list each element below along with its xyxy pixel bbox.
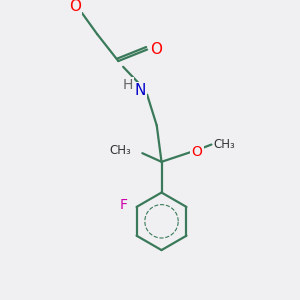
Text: N: N	[135, 83, 146, 98]
Text: CH₃: CH₃	[109, 144, 131, 157]
Text: H: H	[123, 78, 133, 92]
Text: F: F	[120, 198, 128, 212]
Text: CH₃: CH₃	[213, 138, 235, 151]
Text: O: O	[69, 0, 81, 14]
Text: O: O	[150, 42, 162, 57]
Text: O: O	[192, 145, 203, 159]
